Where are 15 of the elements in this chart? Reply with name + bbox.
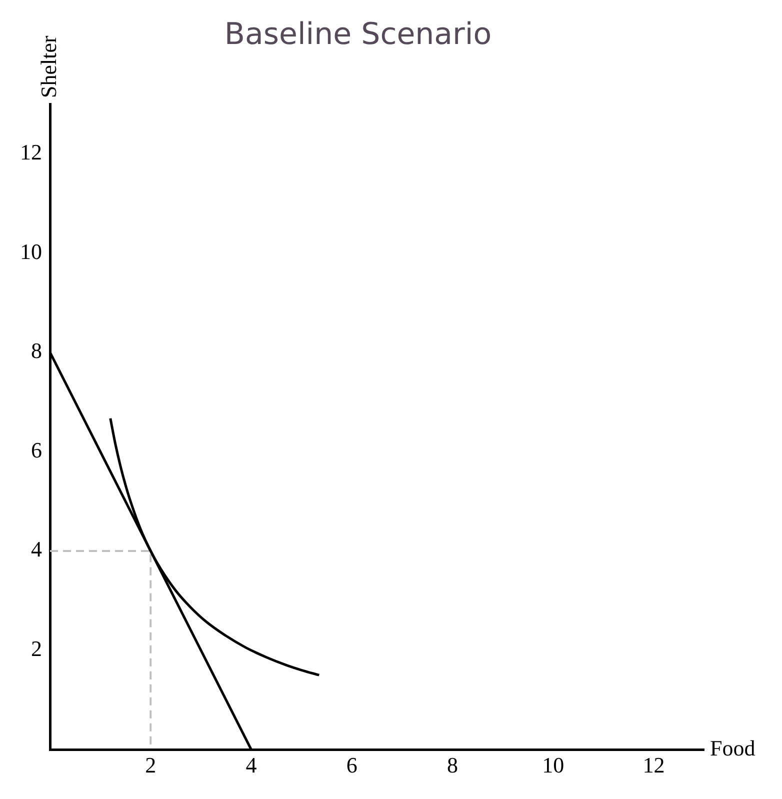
y-tick-label: 6: [31, 437, 42, 462]
x-axis-title: Food: [710, 735, 756, 760]
x-tick-label: 4: [246, 752, 257, 778]
x-tick-label: 6: [346, 752, 358, 778]
x-tick-label: 2: [145, 752, 156, 778]
y-tick-label: 4: [31, 536, 42, 562]
y-tick-label: 8: [31, 338, 42, 364]
y-tick-label: 2: [31, 636, 42, 662]
chart-title: Baseline Scenario: [224, 16, 492, 52]
x-tick-label: 10: [542, 752, 564, 778]
y-tick-label: 12: [20, 139, 42, 164]
y-axis-title: Shelter: [36, 35, 61, 98]
y-tick-label: 10: [20, 238, 42, 264]
x-tick-label: 8: [446, 752, 458, 778]
x-tick-label: 12: [642, 752, 665, 778]
